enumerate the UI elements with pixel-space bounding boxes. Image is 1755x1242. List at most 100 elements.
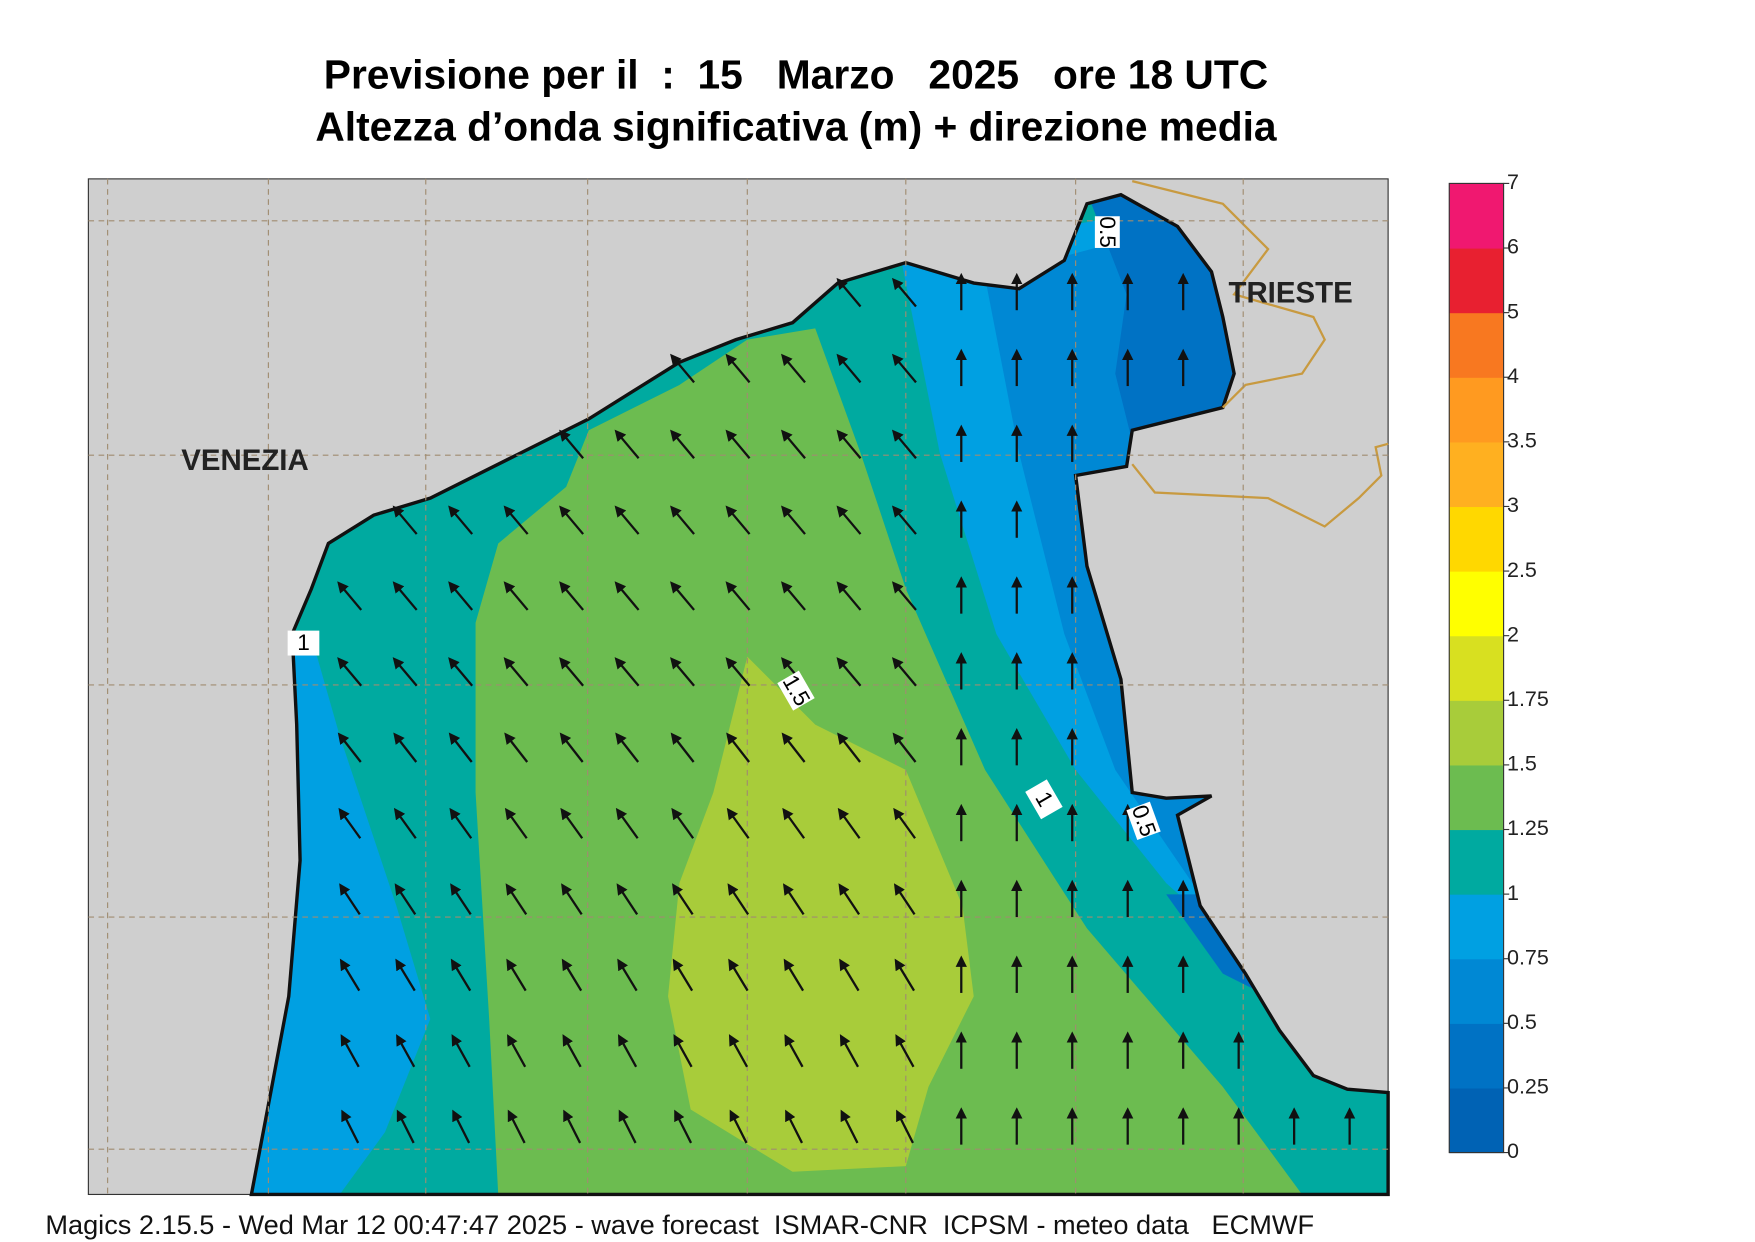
wave-arrow	[728, 1034, 749, 1068]
wave-arrow	[503, 657, 529, 687]
wave-arrow	[891, 657, 917, 687]
wave-arrow	[781, 429, 806, 459]
wave-arrow	[838, 883, 861, 916]
contour-label-text: 0.5	[1095, 216, 1120, 247]
colorbar-segment	[1449, 248, 1504, 314]
graticule	[88, 178, 1389, 1195]
wave-arrow	[614, 657, 640, 687]
colorbar-segment	[1449, 506, 1504, 572]
colorbar-segment	[1449, 312, 1504, 378]
wave-arrow	[393, 807, 417, 839]
wave-arrow	[614, 505, 640, 535]
colorbar-label: 2.5	[1507, 558, 1537, 582]
colorbar-label: 1.75	[1507, 687, 1549, 711]
wave-arrow	[891, 505, 917, 535]
footer: Magics 2.15.5 - Wed Mar 12 00:47:47 2025…	[45, 1209, 1314, 1240]
colorbar-segment	[1449, 635, 1504, 701]
wave-arrow	[396, 1034, 416, 1068]
colorbar-label: 0.25	[1507, 1075, 1549, 1099]
wave-arrow	[782, 807, 806, 839]
wave-arrow	[450, 958, 472, 992]
wave-arrow	[728, 958, 749, 992]
colorbar-label: 0	[1507, 1139, 1519, 1163]
colorbar-frame	[1448, 182, 1505, 1154]
wave-arrow	[670, 581, 695, 611]
wave-arrow	[672, 883, 694, 916]
wave-arrow	[337, 657, 363, 687]
wave-arrow	[448, 581, 474, 611]
wave-arrow	[449, 807, 473, 839]
wave-arrow	[563, 1109, 582, 1144]
contour-label-box	[1094, 216, 1120, 248]
wave-arrow	[670, 657, 695, 687]
contour-label-box	[287, 630, 320, 656]
wave-arrow	[837, 732, 861, 763]
wave-arrow	[339, 883, 361, 916]
wave-arrow	[836, 353, 862, 384]
wave-arrow	[504, 732, 529, 763]
wave-arrow	[392, 581, 418, 611]
wave-arrow	[560, 807, 584, 839]
colorbar-label: 3	[1507, 493, 1519, 517]
wave-arrow	[727, 883, 750, 916]
wave-arrow	[614, 429, 640, 459]
wave-arrow	[448, 657, 474, 687]
colorbar-label: 6	[1507, 235, 1519, 259]
wave-arrow	[891, 353, 917, 384]
wave-arrow	[559, 581, 584, 611]
wave-arrow	[672, 958, 694, 992]
wave-arrow	[392, 657, 418, 687]
map: VENEZIA TRIESTE 0.511.510.5	[87, 178, 1390, 1197]
wave-arrow	[339, 958, 361, 992]
wave-arrow	[504, 807, 528, 839]
border	[1131, 180, 1389, 528]
colorbar-segment	[1449, 764, 1504, 831]
wave-arrow	[670, 429, 695, 459]
colorbar-label: 0.5	[1507, 1010, 1537, 1034]
wave-arrow	[726, 732, 751, 763]
wave-arrow	[671, 807, 695, 839]
wave-arrow	[781, 353, 806, 384]
wave-arrow	[559, 657, 584, 687]
wave-arrow	[836, 581, 862, 611]
wave-arrow	[783, 958, 805, 992]
wave-arrow	[614, 581, 640, 611]
wave-arrow	[670, 732, 695, 763]
wave-arrow	[505, 883, 528, 916]
colorbar-segment	[1449, 1087, 1504, 1154]
colorbar-label: 1.25	[1507, 816, 1549, 840]
colorbar-segment	[1449, 441, 1504, 508]
colorbar-segment	[1449, 700, 1504, 766]
wave-arrow	[341, 1109, 360, 1144]
wave-arrow	[616, 883, 639, 916]
wave-arrow	[450, 883, 472, 916]
wave-arrow	[670, 505, 695, 535]
wave-arrow	[507, 1109, 526, 1144]
contour-label-text: 1	[297, 630, 310, 655]
colorbar-segment	[1449, 571, 1504, 637]
wave-arrow	[340, 1034, 360, 1068]
wave-arrow	[338, 807, 362, 839]
colorbar-label: 5	[1507, 299, 1519, 323]
colorbar-segment	[1449, 958, 1504, 1024]
wave-arrow	[893, 883, 916, 916]
wave-arrow	[839, 1034, 860, 1068]
contour-label-box	[1126, 801, 1161, 840]
wave-arrow	[506, 958, 527, 992]
wave-arrow	[894, 958, 915, 992]
city-label: VENEZIA	[181, 444, 309, 477]
contour-label: 1	[287, 630, 320, 656]
wave-arrow	[725, 505, 751, 535]
colorbar-label: 1	[1507, 881, 1519, 905]
colorbar-segment	[1449, 1023, 1504, 1089]
colorbar-label: 4	[1507, 364, 1519, 388]
city-label: TRIESTE	[1228, 276, 1352, 309]
wave-arrow	[615, 732, 640, 763]
colorbar-segment	[1449, 183, 1504, 249]
wave-arrow	[781, 732, 806, 763]
colorbar-segment	[1449, 829, 1504, 895]
contour-label-box	[777, 670, 815, 711]
coastline	[249, 192, 1390, 1197]
wave-arrow	[337, 581, 363, 611]
wave-arrow	[895, 1034, 915, 1068]
